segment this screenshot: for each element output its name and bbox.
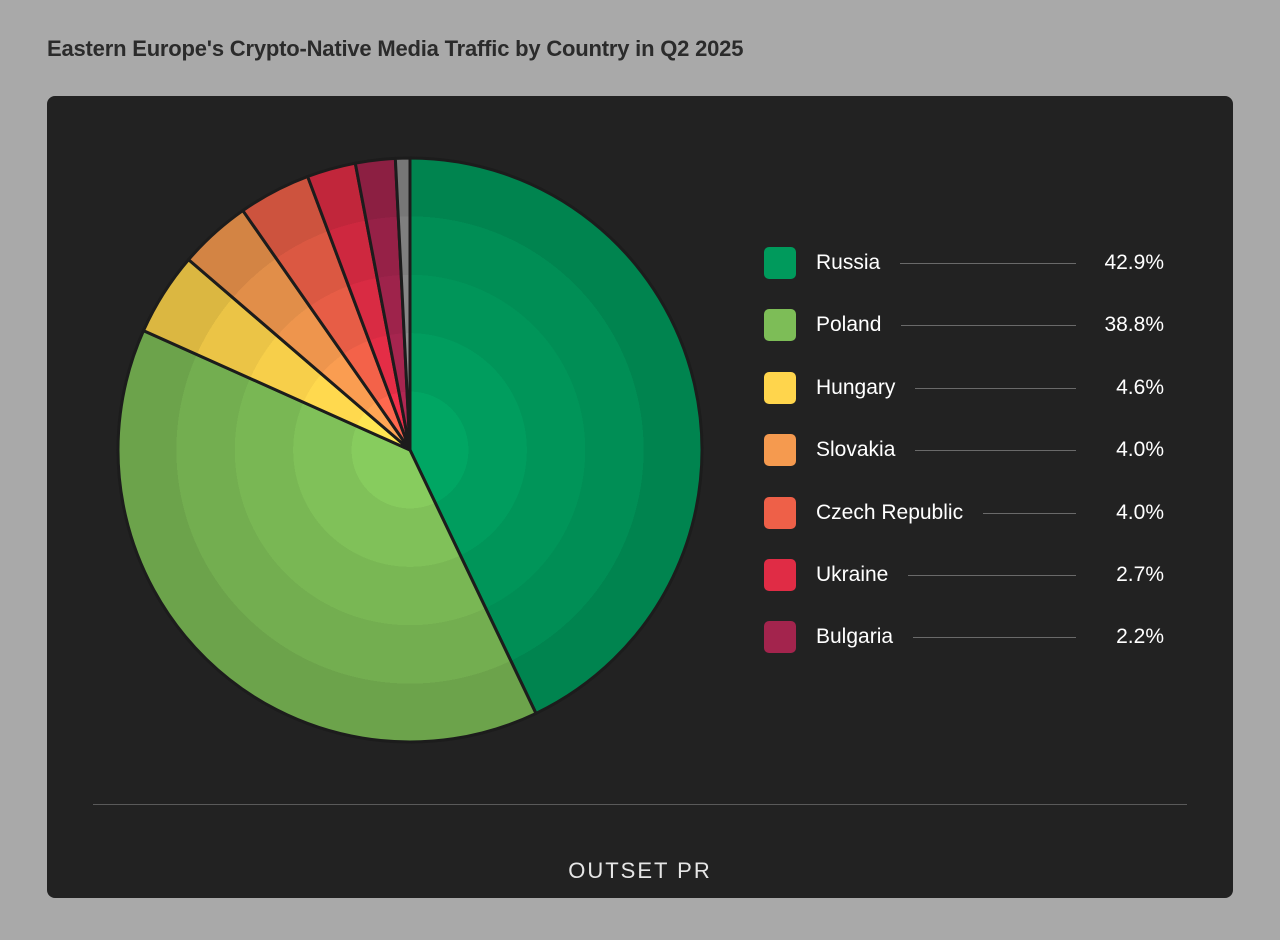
legend-item-slovakia: Slovakia 4.0% [764, 433, 1164, 467]
leader-line [900, 262, 1076, 264]
legend-label: Bulgaria [816, 625, 894, 648]
legend-label: Hungary [816, 376, 896, 399]
legend-value: 38.8% [1104, 313, 1164, 336]
legend-label: Ukraine [816, 563, 889, 586]
legend-swatch [764, 247, 796, 279]
legend-swatch [764, 621, 796, 653]
legend-value: 4.6% [1116, 376, 1164, 399]
leader-line [908, 574, 1076, 576]
pie-chart [116, 156, 704, 744]
legend-item-czech-republic: Czech Republic 4.0% [764, 496, 1164, 530]
legend-item-ukraine: Ukraine 2.7% [764, 558, 1164, 592]
leader-line [983, 512, 1076, 514]
leader-line [901, 324, 1076, 326]
legend-label: Czech Republic [816, 501, 964, 524]
pie-slice-other [393, 156, 412, 452]
footer-divider [93, 804, 1187, 805]
legend-value: 2.2% [1116, 625, 1164, 648]
leader-line [915, 449, 1076, 451]
legend-value: 4.0% [1116, 438, 1164, 461]
pie-slice-russia [408, 156, 704, 715]
legend-swatch [764, 559, 796, 591]
legend-item-russia: Russia 42.9% [764, 246, 1164, 280]
brand-logo: OUTSET PR [568, 858, 712, 883]
legend-label: Poland [816, 313, 882, 336]
legend-item-bulgaria: Bulgaria 2.2% [764, 620, 1164, 654]
legend-label: Russia [816, 251, 881, 274]
pie-slice-poland [116, 329, 538, 744]
leader-line [915, 387, 1076, 389]
legend-item-hungary: Hungary 4.6% [764, 371, 1164, 405]
legend-swatch [764, 372, 796, 404]
legend-swatch [764, 309, 796, 341]
legend-item-poland: Poland 38.8% [764, 308, 1164, 342]
legend-label: Slovakia [816, 438, 896, 461]
legend-swatch [764, 434, 796, 466]
chart-card: Russia 42.9% Poland 38.8% Hungary 4.6% S… [47, 96, 1233, 898]
legend-value: 4.0% [1116, 501, 1164, 524]
leader-line [913, 636, 1076, 638]
legend-value: 2.7% [1116, 563, 1164, 586]
legend-swatch [764, 497, 796, 529]
legend-value: 42.9% [1104, 251, 1164, 274]
chart-title: Eastern Europe's Crypto-Native Media Tra… [47, 36, 744, 61]
